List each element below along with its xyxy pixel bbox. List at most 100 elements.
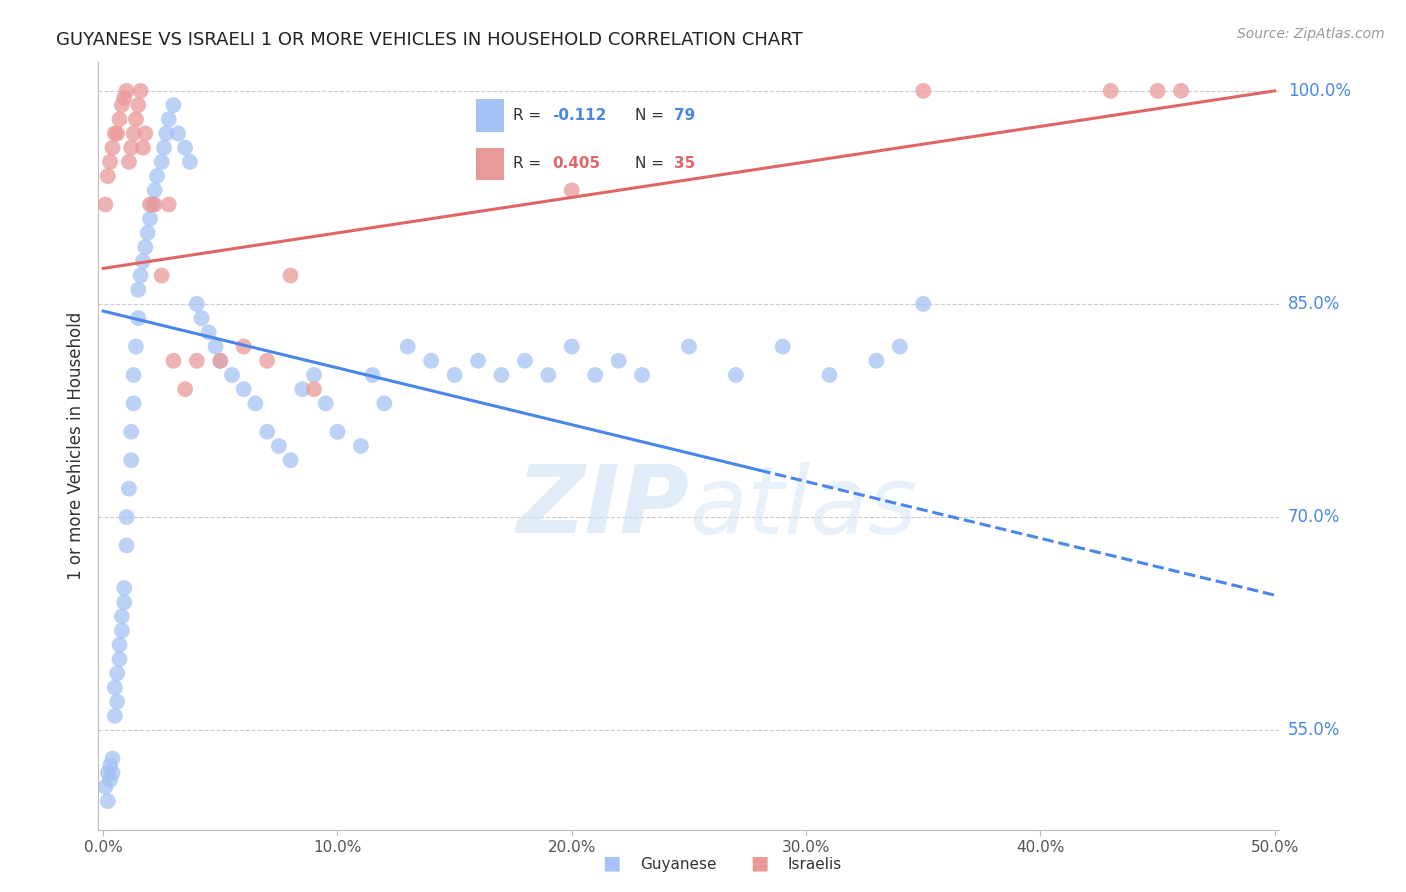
Point — [115, 84, 138, 98]
Point — [221, 368, 243, 382]
Point — [256, 353, 278, 368]
Point — [111, 624, 134, 638]
Point — [724, 368, 747, 382]
Point — [120, 453, 142, 467]
Text: Israelis: Israelis — [787, 857, 842, 872]
Point — [912, 84, 935, 98]
Point — [302, 382, 325, 396]
Point — [150, 154, 173, 169]
Point — [326, 425, 349, 439]
Point — [420, 353, 443, 368]
Point — [1099, 84, 1122, 98]
Point — [772, 340, 794, 354]
Point — [134, 240, 156, 254]
Text: GUYANESE VS ISRAELI 1 OR MORE VEHICLES IN HOUSEHOLD CORRELATION CHART: GUYANESE VS ISRAELI 1 OR MORE VEHICLES I… — [56, 31, 803, 49]
Point — [112, 91, 135, 105]
Point — [186, 353, 208, 368]
Point — [125, 340, 148, 354]
Point — [150, 268, 173, 283]
Point — [146, 169, 169, 183]
Point — [204, 340, 226, 354]
Point — [302, 368, 325, 382]
Point — [174, 382, 197, 396]
Point — [280, 453, 302, 467]
Point — [111, 609, 134, 624]
Point — [818, 368, 841, 382]
Point — [132, 254, 155, 268]
Text: Source: ZipAtlas.com: Source: ZipAtlas.com — [1237, 27, 1385, 41]
Point — [104, 127, 127, 141]
Point — [134, 127, 156, 141]
Point — [280, 268, 302, 283]
Point — [157, 197, 180, 211]
Point — [112, 595, 135, 609]
Point — [143, 183, 166, 197]
Point — [291, 382, 314, 396]
Point — [120, 425, 142, 439]
Point — [94, 197, 117, 211]
Point — [97, 765, 120, 780]
Point — [111, 98, 134, 112]
Point — [115, 538, 138, 552]
Text: 70.0%: 70.0% — [1288, 508, 1340, 526]
Point — [120, 141, 142, 155]
Point — [101, 751, 124, 765]
Point — [209, 353, 232, 368]
Point — [105, 666, 128, 681]
Point — [143, 197, 166, 211]
Point — [136, 226, 159, 240]
Point — [1170, 84, 1192, 98]
Point — [396, 340, 419, 354]
Point — [101, 765, 124, 780]
Point — [267, 439, 290, 453]
Point — [108, 652, 131, 666]
Point — [98, 758, 121, 772]
Point — [865, 353, 887, 368]
Point — [232, 382, 254, 396]
Text: ■: ■ — [749, 854, 769, 872]
Point — [127, 283, 149, 297]
Point — [94, 780, 117, 794]
Point — [105, 695, 128, 709]
Point — [155, 127, 177, 141]
Point — [129, 268, 152, 283]
Point — [118, 482, 141, 496]
Point — [105, 127, 128, 141]
Point — [139, 211, 162, 226]
Y-axis label: 1 or more Vehicles in Household: 1 or more Vehicles in Household — [66, 312, 84, 580]
Point — [350, 439, 373, 453]
Point — [179, 154, 201, 169]
Text: 55.0%: 55.0% — [1288, 721, 1340, 739]
Point — [162, 353, 184, 368]
Point — [443, 368, 465, 382]
Point — [122, 368, 145, 382]
Point — [678, 340, 700, 354]
Point — [561, 340, 583, 354]
Point — [889, 340, 911, 354]
Text: ■: ■ — [602, 854, 621, 872]
Point — [190, 311, 212, 326]
Point — [101, 141, 124, 155]
Point — [583, 368, 606, 382]
Point — [361, 368, 384, 382]
Point — [118, 154, 141, 169]
Point — [174, 141, 197, 155]
Point — [98, 772, 121, 787]
Point — [209, 353, 232, 368]
Point — [122, 127, 145, 141]
Point — [125, 112, 148, 127]
Point — [162, 98, 184, 112]
Text: atlas: atlas — [689, 462, 917, 553]
Point — [104, 681, 127, 695]
Point — [129, 84, 152, 98]
Point — [153, 141, 176, 155]
Point — [315, 396, 337, 410]
Point — [127, 311, 149, 326]
Point — [167, 127, 190, 141]
Point — [141, 197, 163, 211]
Point — [197, 326, 219, 340]
Point — [561, 183, 583, 197]
Point — [157, 112, 180, 127]
Point — [108, 112, 131, 127]
Point — [122, 396, 145, 410]
